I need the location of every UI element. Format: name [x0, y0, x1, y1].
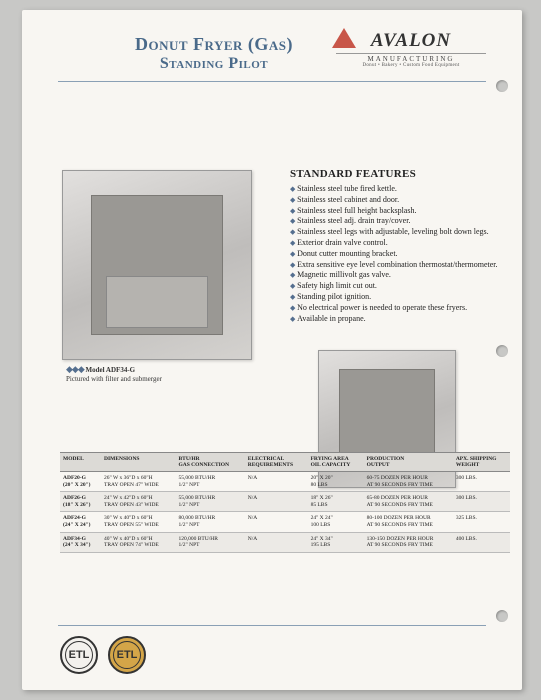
feature-item: Available in propane.: [290, 314, 500, 325]
table-cell: 120,000 BTU/HR 1/2" NPT: [175, 532, 244, 552]
table-cell: 20" X 20" 80 LBS: [308, 472, 364, 492]
main-content: ◆◆◆ Model ADF34-G Pictured with filter a…: [22, 82, 522, 482]
table-row: ADF26-G (18" X 26")24" W x 42"D x 60"H T…: [60, 492, 510, 512]
table-column-header: ELECTRICAL REQUIREMENTS: [245, 453, 308, 472]
brand-logo: AVALON MANUFACTURING Donut • Bakery • Cu…: [336, 30, 486, 73]
table-row: ADF20-G (20" X 20")26" W x 36"D x 60"H T…: [60, 472, 510, 492]
table-body: ADF20-G (20" X 20")26" W x 36"D x 60"H T…: [60, 472, 510, 553]
table-cell: 55,000 BTU/HR 1/2" NPT: [175, 492, 244, 512]
table-column-header: APX. SHIPPING WEIGHT: [453, 453, 510, 472]
table-cell: 400 LBS.: [453, 532, 510, 552]
table-cell: ADF24-G (24" X 24"): [60, 512, 101, 532]
divider: [58, 625, 486, 626]
table-cell: N/A: [245, 512, 308, 532]
table-cell: 55,000 BTU/HR 1/2" NPT: [175, 472, 244, 492]
photo-caption: ◆◆◆ Model ADF34-G Pictured with filter a…: [66, 364, 162, 384]
caption-model: Model ADF34-G: [86, 366, 136, 374]
table-column-header: DIMENSIONS: [101, 453, 175, 472]
equipment-illustration: [91, 195, 223, 335]
feature-item: Magnetic millivolt gas valve.: [290, 270, 500, 281]
feature-item: Standing pilot ignition.: [290, 292, 500, 303]
table-header-row: MODELDIMENSIONSBTU/HR GAS CONNECTIONELEC…: [60, 453, 510, 472]
feature-item: Stainless steel legs with adjustable, le…: [290, 227, 500, 238]
feature-item: No electrical power is needed to operate…: [290, 303, 500, 314]
feature-item: Donut cutter mounting bracket.: [290, 249, 500, 260]
spec-table: MODELDIMENSIONSBTU/HR GAS CONNECTIONELEC…: [60, 452, 510, 553]
feature-item: Stainless steel full height backsplash.: [290, 206, 500, 217]
table-cell: ADF20-G (20" X 20"): [60, 472, 101, 492]
table-cell: 300 LBS.: [453, 492, 510, 512]
table-cell: 300 LBS.: [453, 472, 510, 492]
table-cell: 325 LBS.: [453, 512, 510, 532]
brand-tagline: Donut • Bakery • Custom Food Equipment: [336, 63, 486, 68]
header: Donut Fryer (Gas) Standing Pilot AVALON …: [22, 10, 522, 77]
page-title: Donut Fryer (Gas): [92, 34, 336, 55]
title-block: Donut Fryer (Gas) Standing Pilot: [92, 30, 336, 73]
cert-badge-icon: ETL: [60, 636, 98, 674]
table-column-header: MODEL: [60, 453, 101, 472]
cert-badge-icon: ETL: [108, 636, 146, 674]
table-cell: 60-75 DOZEN PER HOUR AT 90 SECONDS FRY T…: [364, 472, 453, 492]
table-column-header: BTU/HR GAS CONNECTION: [175, 453, 244, 472]
table-cell: 26" W x 36"D x 60"H TRAY OPEN 47" WIDE: [101, 472, 175, 492]
product-photo-large: [62, 170, 252, 360]
feature-item: Stainless steel tube fired kettle.: [290, 184, 500, 195]
table-cell: N/A: [245, 472, 308, 492]
table-cell: 80,000 BTU/HR 1/2" NPT: [175, 512, 244, 532]
table-cell: 80-100 DOZEN PER HOUR AT 90 SECONDS FRY …: [364, 512, 453, 532]
feature-item: Exterior drain valve control.: [290, 238, 500, 249]
caption-note: Pictured with filter and submerger: [66, 375, 162, 383]
table-cell: 18" X 26" 85 LBS: [308, 492, 364, 512]
table-row: ADF34-G (24" X 34")40" W x 40"D x 60"H T…: [60, 532, 510, 552]
brand-name: AVALON: [336, 30, 486, 52]
features-heading: STANDARD FEATURES: [290, 168, 500, 180]
table-cell: N/A: [245, 492, 308, 512]
table-column-header: FRYING AREA OIL CAPACITY: [308, 453, 364, 472]
brand-sub: MANUFACTURING: [336, 53, 486, 63]
feature-item: Stainless steel cabinet and door.: [290, 195, 500, 206]
table-row: ADF24-G (24" X 24")30" W x 40"D x 60"H T…: [60, 512, 510, 532]
table-cell: 24" X 24" 100 LBS: [308, 512, 364, 532]
document-page: Donut Fryer (Gas) Standing Pilot AVALON …: [22, 10, 522, 690]
table-column-header: PRODUCTION OUTPUT: [364, 453, 453, 472]
table-cell: 40" W x 40"D x 60"H TRAY OPEN 74" WIDE: [101, 532, 175, 552]
features-list: Stainless steel tube fired kettle.Stainl…: [290, 184, 500, 324]
features-block: STANDARD FEATURES Stainless steel tube f…: [290, 168, 500, 324]
diamond-icon: ◆◆◆: [66, 364, 84, 374]
table-cell: 130-150 DOZEN PER HOUR AT 90 SECONDS FRY…: [364, 532, 453, 552]
table-cell: 65-80 DOZEN PER HOUR AT 90 SECONDS FRY T…: [364, 492, 453, 512]
page-subtitle: Standing Pilot: [92, 55, 336, 73]
footer-certifications: ETL ETL: [60, 636, 146, 674]
table-cell: 24" W x 42"D x 60"H TRAY OPEN 43" WIDE: [101, 492, 175, 512]
feature-item: Safety high limit cut out.: [290, 281, 500, 292]
table-cell: N/A: [245, 532, 308, 552]
feature-item: Extra sensitive eye level combination th…: [290, 260, 500, 271]
table-cell: ADF34-G (24" X 34"): [60, 532, 101, 552]
table-cell: 24" X 34" 195 LBS: [308, 532, 364, 552]
feature-item: Stainless steel adj. drain tray/cover.: [290, 216, 500, 227]
table-cell: 30" W x 40"D x 60"H TRAY OPEN 55" WIDE: [101, 512, 175, 532]
table-cell: ADF26-G (18" X 26"): [60, 492, 101, 512]
binder-hole: [496, 610, 508, 622]
